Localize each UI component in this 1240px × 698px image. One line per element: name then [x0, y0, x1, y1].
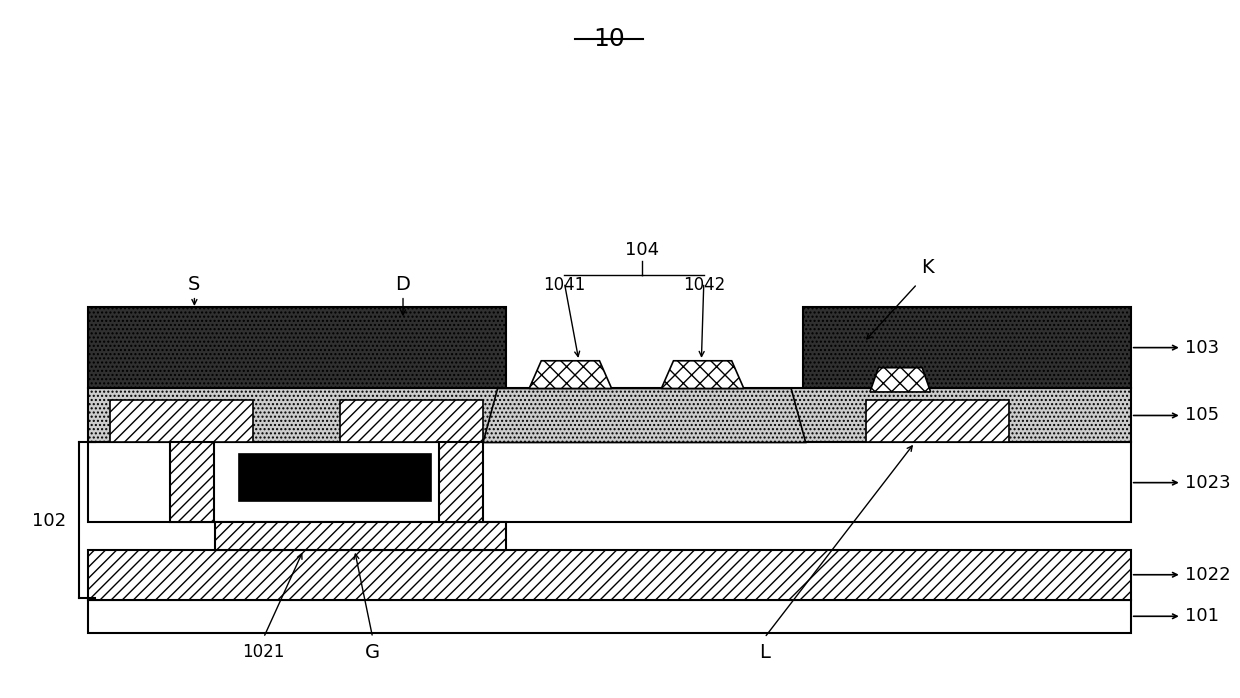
Text: 1041: 1041 — [543, 276, 585, 294]
Text: D: D — [396, 274, 410, 294]
Text: 10: 10 — [593, 27, 625, 51]
Bar — [239, 454, 432, 501]
Text: 105: 105 — [1185, 406, 1219, 424]
Bar — [88, 600, 1131, 633]
Bar — [439, 443, 484, 522]
Text: S: S — [188, 274, 201, 294]
Polygon shape — [484, 389, 806, 443]
Polygon shape — [870, 368, 930, 392]
Text: 1021: 1021 — [242, 644, 285, 661]
Text: G: G — [365, 644, 381, 662]
Bar — [109, 399, 253, 443]
Bar — [88, 550, 1131, 600]
Text: 1022: 1022 — [1185, 566, 1231, 584]
Text: K: K — [920, 258, 934, 277]
Polygon shape — [661, 361, 744, 389]
Bar — [215, 522, 506, 550]
Bar — [804, 306, 1131, 389]
Text: 1023: 1023 — [1185, 474, 1231, 491]
Text: 104: 104 — [625, 241, 658, 259]
Bar — [170, 443, 213, 522]
Text: 1042: 1042 — [683, 276, 725, 294]
Polygon shape — [529, 361, 611, 389]
Bar — [88, 389, 1131, 443]
Text: 101: 101 — [1185, 607, 1219, 625]
Text: 102: 102 — [32, 512, 66, 530]
Bar — [88, 306, 506, 389]
Bar — [88, 443, 1131, 522]
Bar — [867, 399, 1009, 443]
Bar — [340, 399, 484, 443]
Text: 103: 103 — [1185, 339, 1219, 357]
Text: L: L — [759, 644, 770, 662]
